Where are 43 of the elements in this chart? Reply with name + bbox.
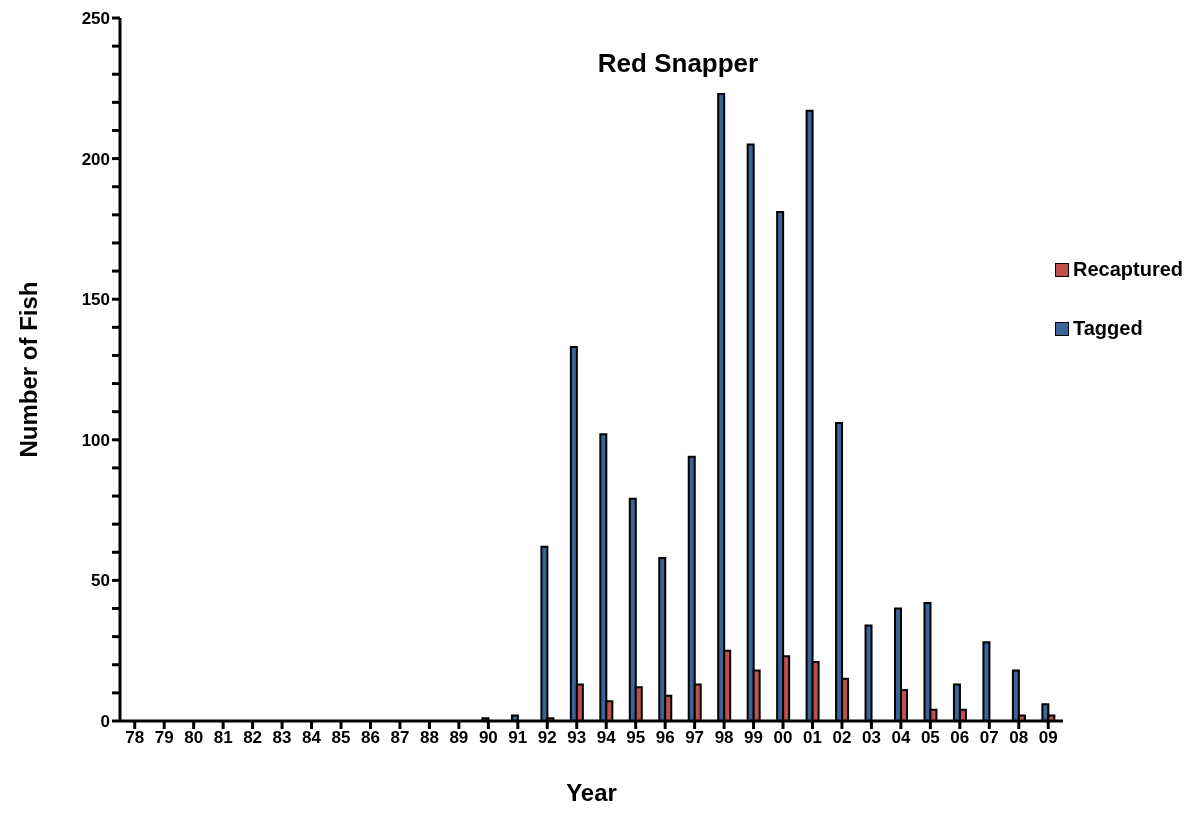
y-tick-label: 250	[81, 9, 110, 29]
x-tick-label: 97	[685, 728, 705, 748]
x-tick-label: 07	[979, 728, 999, 748]
x-tick-label: 86	[361, 728, 380, 748]
y-axis-title: Number of Fish	[14, 281, 42, 458]
x-tick-label: 96	[655, 728, 675, 748]
x-tick-label: 00	[773, 728, 793, 748]
x-tick-label: 78	[125, 728, 145, 748]
legend-label: Tagged	[1072, 317, 1143, 340]
x-tick-label: 02	[832, 728, 852, 748]
x-tick-label: 04	[891, 728, 911, 748]
x-tick-label: 05	[920, 728, 940, 748]
y-tick-label: 50	[91, 571, 110, 591]
x-tick-label: 79	[154, 728, 174, 748]
x-tick-label: 99	[744, 728, 764, 748]
x-tick-label: 87	[390, 728, 410, 748]
x-tick-label: 94	[596, 728, 617, 748]
x-tick-label: 09	[1038, 728, 1058, 748]
x-tick-label: 03	[861, 728, 881, 748]
y-tick-label: 200	[81, 149, 110, 169]
x-tick-label: 93	[567, 728, 587, 748]
x-tick-label: 08	[1009, 728, 1029, 748]
x-tick-label: 06	[950, 728, 970, 748]
x-tick-label: 88	[419, 728, 439, 748]
x-tick-label: 84	[302, 728, 322, 748]
x-tick-label: 90	[478, 728, 498, 748]
x-tick-label: 85	[331, 728, 351, 748]
x-tick-label: 82	[243, 728, 263, 748]
legend-label: Recaptured	[1072, 258, 1183, 281]
x-tick-label: 01	[803, 728, 822, 748]
x-tick-label: 89	[449, 728, 469, 748]
x-tick-label: 92	[537, 728, 557, 748]
y-tick-label: 100	[81, 430, 110, 450]
x-tick-label: 91	[508, 728, 528, 748]
x-tick-label: 98	[714, 728, 734, 748]
y-tick-label: 150	[81, 290, 110, 310]
x-tick-label: 81	[213, 728, 233, 748]
text: Red Snapper	[596, 48, 760, 79]
x-tick-label: 95	[626, 728, 646, 748]
x-tick-label: 83	[272, 728, 292, 748]
y-tick-label: 0	[100, 712, 110, 732]
x-tick-label: 80	[184, 728, 204, 748]
x-axis-title: Year	[566, 779, 617, 806]
